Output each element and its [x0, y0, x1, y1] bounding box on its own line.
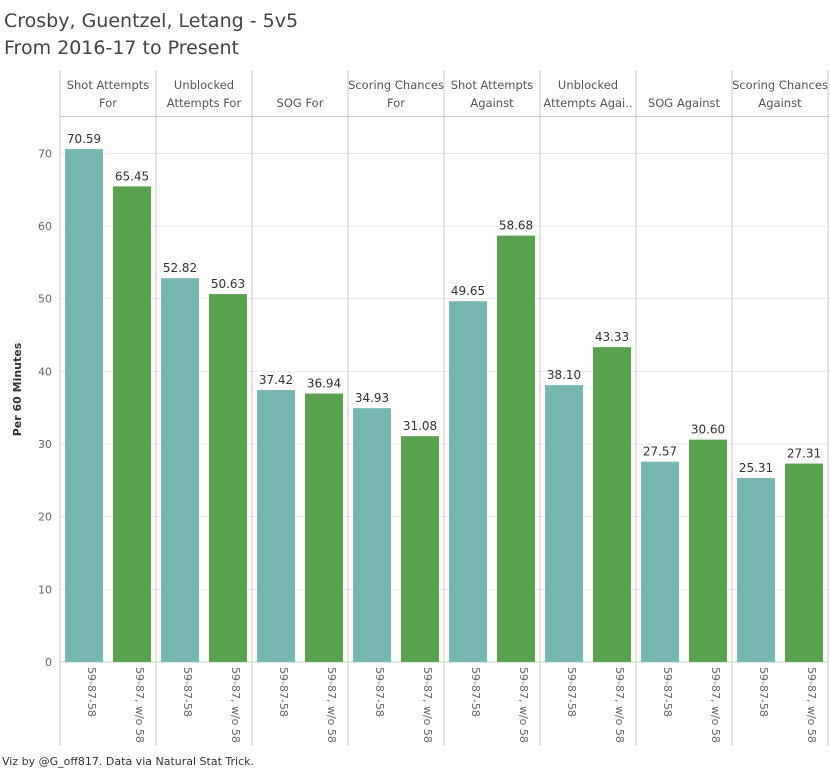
bar-with-58 [641, 461, 679, 662]
series-axis-label: 59-87-58 [181, 667, 194, 717]
chart-subtitle: From 2016-17 to Present [4, 37, 239, 59]
bar-value-label: 25.31 [739, 461, 773, 475]
bar-value-label: 49.65 [451, 284, 485, 298]
category-header-label: Against [470, 96, 514, 110]
bar-without-58 [689, 439, 727, 662]
bar-without-58 [593, 347, 631, 662]
bar-value-label: 34.93 [355, 391, 389, 405]
bar-value-label: 27.31 [787, 447, 821, 461]
y-axis-title: Per 60 Minutes [11, 342, 24, 436]
bar-with-58 [449, 301, 487, 662]
category-header-label: For [387, 96, 405, 110]
series-axis-label: 59-87, w/o 58 [805, 667, 818, 743]
series-axis-label: 59-87-58 [373, 667, 386, 717]
category-header-label: Unblocked [174, 78, 234, 92]
series-axis-label: 59-87, w/o 58 [229, 667, 242, 743]
bar-value-label: 50.63 [211, 277, 245, 291]
category-header-label: Attempts Agai.. [543, 96, 632, 110]
category-header-label: SOG Against [648, 96, 721, 110]
bar-with-58 [737, 478, 775, 662]
series-axis-label: 59-87-58 [85, 667, 98, 717]
category-header-label: Shot Attempts [67, 78, 150, 92]
category-header-label: Scoring Chances [348, 78, 444, 92]
bar-value-label: 58.68 [499, 219, 533, 233]
y-tick-label: 70 [38, 147, 52, 160]
series-axis-label: 59-87, w/o 58 [325, 667, 338, 743]
bar-value-label: 65.45 [115, 169, 149, 183]
series-axis-label: 59-87, w/o 58 [709, 667, 722, 743]
bar-value-label: 38.10 [547, 368, 581, 382]
bar-without-58 [401, 436, 439, 662]
category-header-label: Scoring Chances [732, 78, 828, 92]
category-header-label: Attempts For [167, 96, 242, 110]
bar-value-label: 30.60 [691, 423, 725, 437]
category-header-label: Unblocked [558, 78, 618, 92]
series-axis-label: 59-87, w/o 58 [613, 667, 626, 743]
bar-chart: 0 10 20 30 40 50 60 70 Per 60 Minutes Shot Attemp… [11, 70, 829, 746]
series-axis-label: 59-87, w/o 58 [421, 667, 434, 743]
y-tick-label: 0 [45, 656, 52, 669]
series-axis-label: 59-87-58 [277, 667, 290, 717]
footer-credit: Viz by @G_off817. Data via Natural Stat … [2, 755, 254, 768]
bar-without-58 [497, 235, 535, 663]
bar-value-label: 27.57 [643, 445, 677, 459]
bar-with-58 [65, 149, 103, 662]
series-axis-label: 59-87, w/o 58 [133, 667, 146, 743]
bar-with-58 [545, 385, 583, 662]
y-tick-label: 50 [38, 293, 52, 306]
bar-without-58 [305, 393, 343, 662]
bar-value-label: 43.33 [595, 330, 629, 344]
bar-with-58 [161, 278, 199, 662]
y-tick-label: 40 [38, 365, 52, 378]
y-tick-label: 20 [38, 511, 52, 524]
bar-value-label: 31.08 [403, 419, 437, 433]
bar-value-label: 36.94 [307, 377, 341, 391]
series-axis-label: 59-87-58 [469, 667, 482, 717]
bar-with-58 [257, 390, 295, 662]
series-axis-label: 59-87, w/o 58 [517, 667, 530, 743]
category-header-label: SOG For [277, 96, 324, 110]
chart-title: Crosby, Guentzel, Letang - 5v5 [4, 10, 299, 32]
series-axis-label: 59-87-58 [565, 667, 578, 717]
bar-with-58 [353, 408, 391, 662]
series-axis-label: 59-87-58 [661, 667, 674, 717]
bar-without-58 [113, 186, 151, 662]
bar-without-58 [785, 463, 823, 662]
y-tick-label: 30 [38, 438, 52, 451]
bar-value-label: 52.82 [163, 261, 197, 275]
category-header-label: For [99, 96, 117, 110]
chart-title-block: Crosby, Guentzel, Letang - 5v5 From 2016… [4, 8, 298, 62]
category-header-label: Against [758, 96, 802, 110]
series-axis-label: 59-87-58 [757, 667, 770, 717]
bar-value-label: 70.59 [67, 132, 101, 146]
bar-without-58 [209, 294, 247, 662]
bar-value-label: 37.42 [259, 373, 293, 387]
y-tick-label: 10 [38, 583, 52, 596]
category-header-label: Shot Attempts [451, 78, 534, 92]
y-tick-label: 60 [38, 220, 52, 233]
